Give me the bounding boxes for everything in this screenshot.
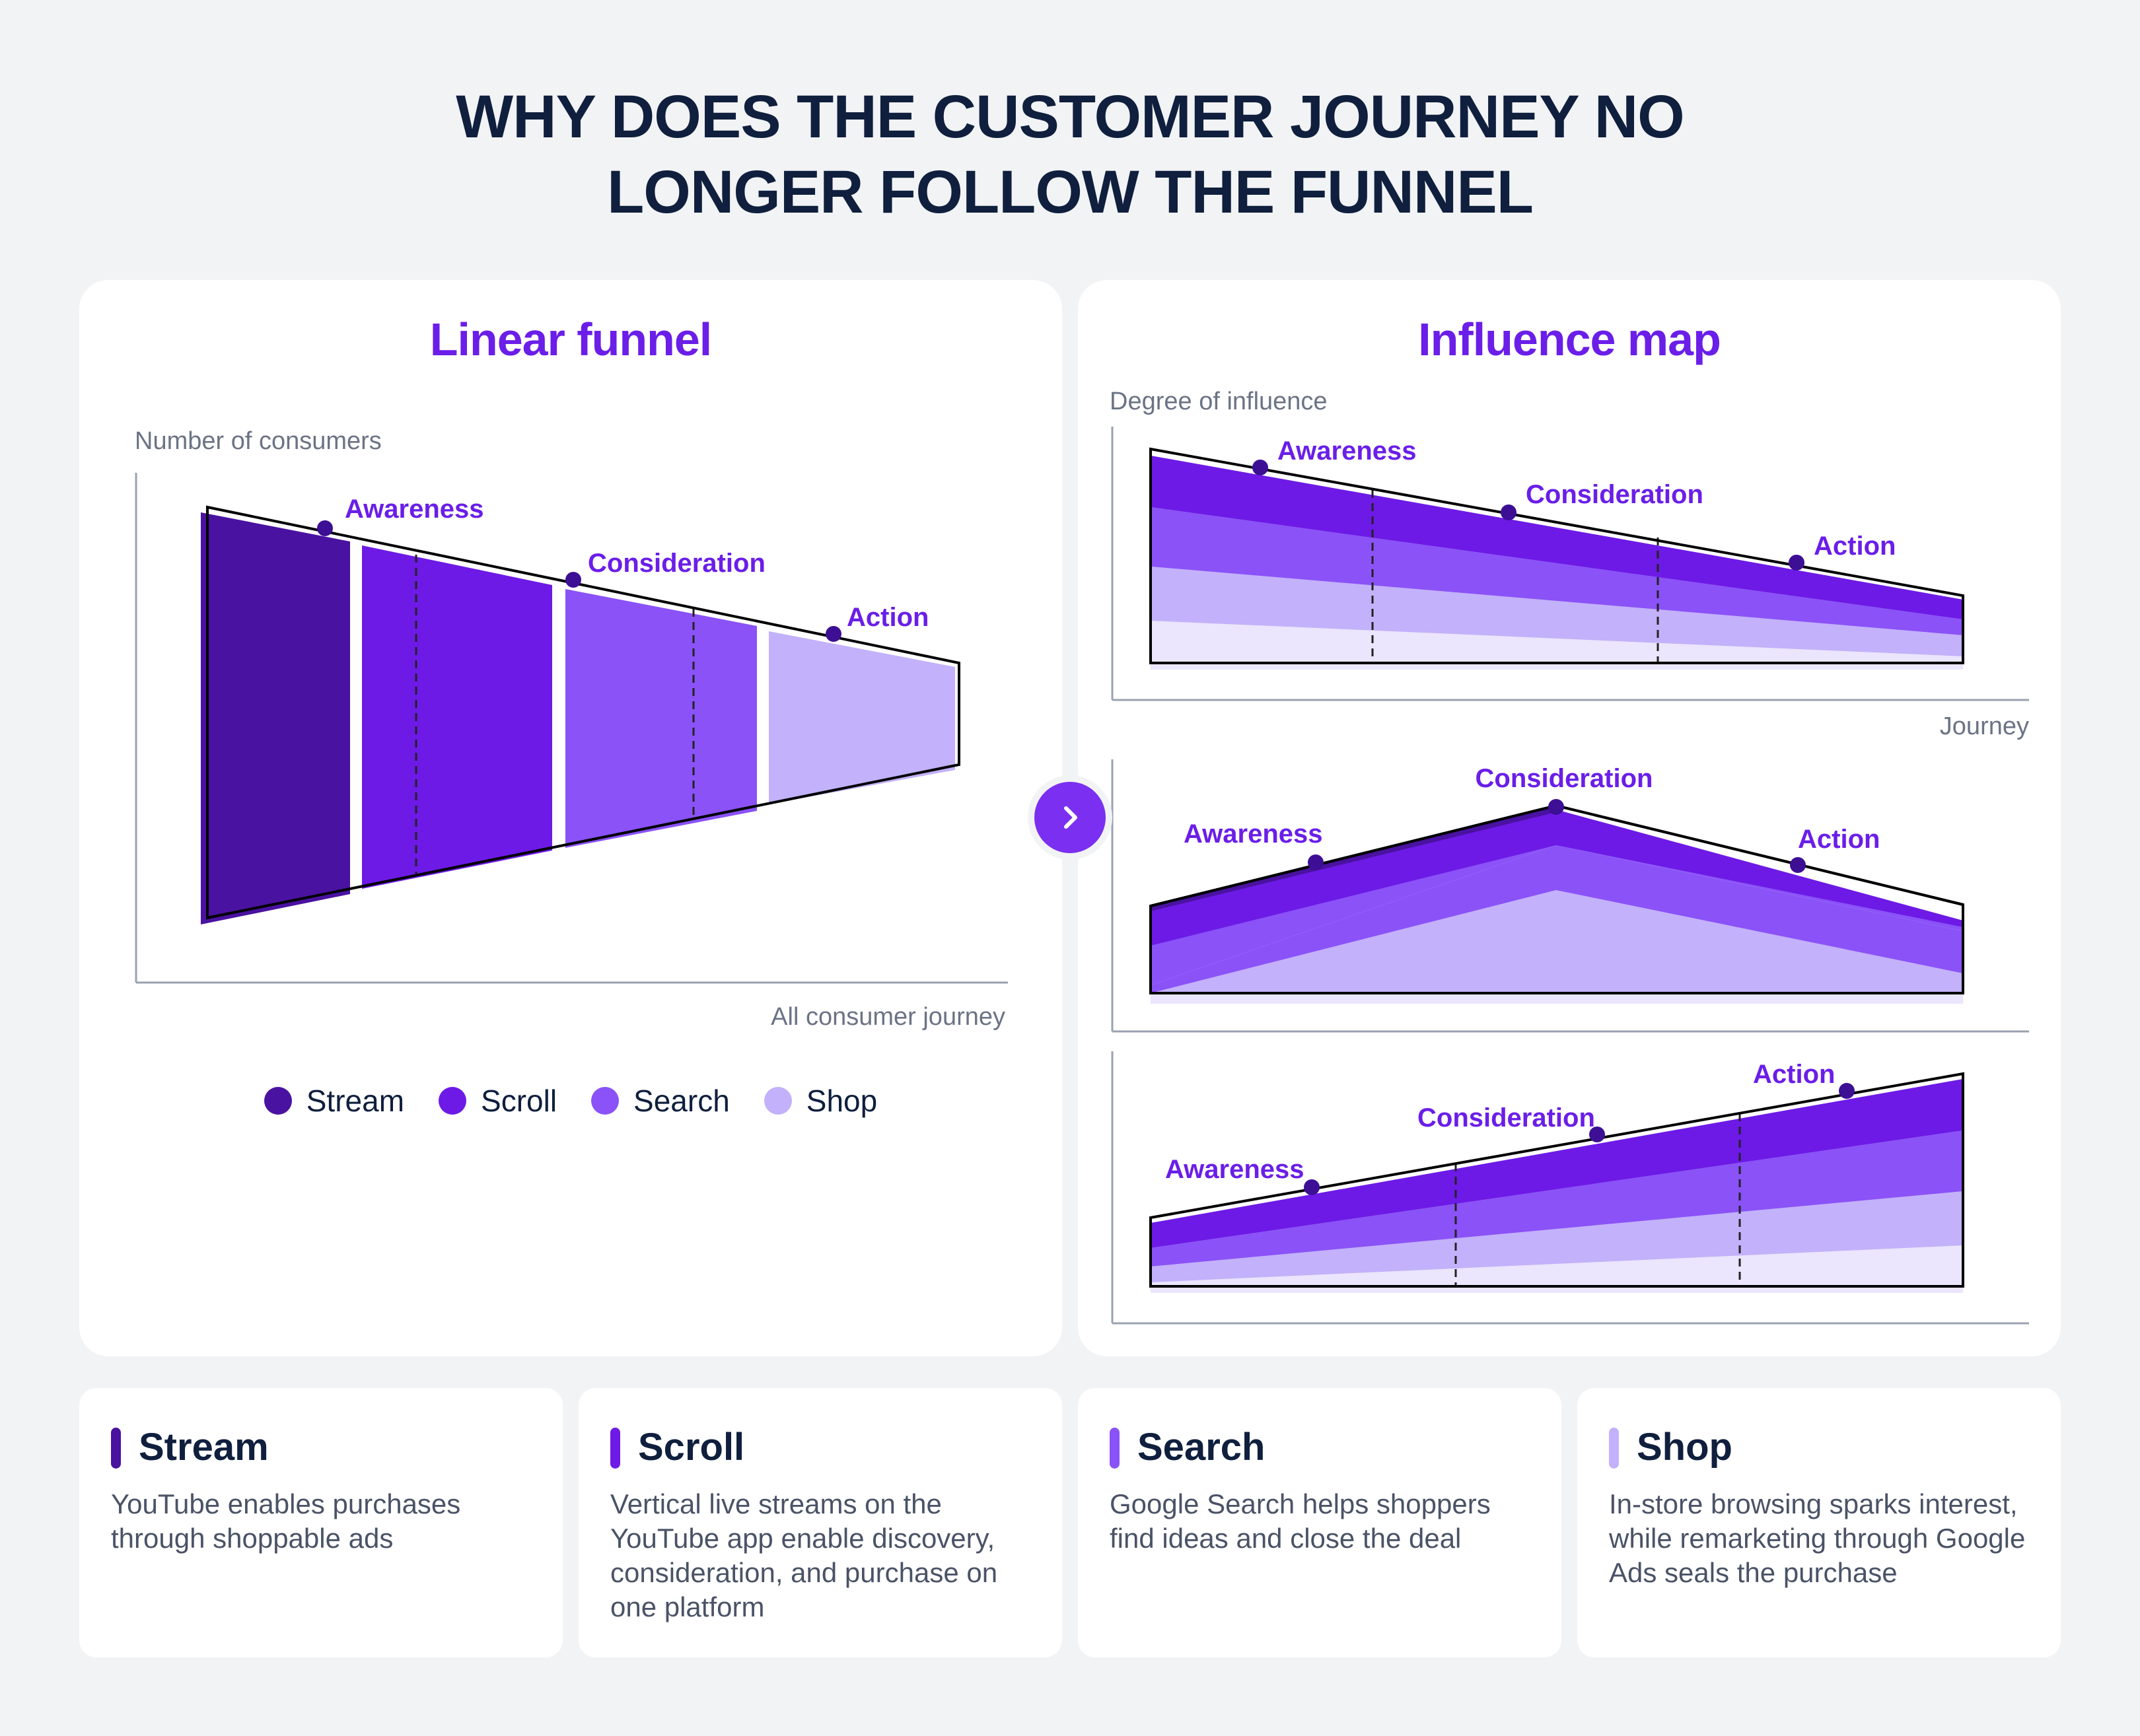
page-title: WHY DOES THE CUSTOMER JOURNEY NO LONGER … (0, 79, 2140, 230)
funnel-outline (206, 505, 960, 920)
page-title-line-1: WHY DOES THE CUSTOMER JOURNEY NO (456, 83, 1684, 151)
band-search (1151, 1130, 1963, 1267)
card-color-bar (111, 1428, 121, 1469)
stage-label-awareness: Awareness (345, 495, 484, 524)
band-search (1151, 507, 1963, 635)
stage-marker (1501, 504, 1516, 520)
chart-outline (1149, 1072, 1964, 1288)
band-shop (1151, 890, 1963, 993)
stage-label-consideration: Consideration (588, 549, 766, 578)
legend-item-scroll: Scroll (439, 1083, 557, 1119)
linear-funnel-x-axis-label: All consumer journey (771, 1003, 1005, 1031)
stage-label-consideration: Consideration (1417, 1103, 1595, 1132)
influence-map-title: Influence map (1418, 314, 1721, 365)
legend-label: Stream (306, 1084, 405, 1118)
chart-outline (1149, 447, 1964, 664)
influence-chart-increasing: Awareness Consideration Action (1111, 1051, 2029, 1325)
description-cards: Stream YouTube enables purchases through… (79, 1388, 2061, 1657)
stage-label-action: Action (1814, 532, 1896, 561)
funnel-segment-search (565, 589, 757, 848)
legend-dot (764, 1087, 792, 1115)
funnel-segment-shop (769, 631, 955, 804)
stage-label-awareness: Awareness (1165, 1155, 1304, 1184)
card-color-bar (1110, 1428, 1120, 1469)
chevron-right-icon (1064, 806, 1077, 829)
stage-label-action: Action (1753, 1060, 1835, 1089)
influence-map-y-axis-label: Degree of influence (1110, 388, 1328, 415)
card-description: Vertical live streams on the YouTube app… (610, 1488, 998, 1622)
stage-marker (1789, 555, 1804, 571)
card-scroll: Scroll Vertical live streams on the YouT… (579, 1388, 1062, 1657)
band-stream (1151, 807, 1556, 911)
legend-dot (591, 1087, 620, 1115)
stage-label-action: Action (847, 603, 929, 632)
card-title: Stream (139, 1426, 269, 1469)
card-description: Google Search helps shoppers find ideas … (1110, 1488, 1491, 1554)
stage-marker (1548, 799, 1564, 815)
chart-outline (1149, 804, 1964, 994)
stage-label-consideration: Consideration (1526, 480, 1703, 509)
stage-marker (317, 520, 333, 536)
card-color-bar (1609, 1428, 1619, 1469)
legend: Stream Scroll Search Shop (79, 1083, 1062, 1119)
stage-label-consideration: Consideration (1476, 764, 1653, 793)
stage-marker (1589, 1127, 1605, 1142)
band-search (1151, 845, 1963, 993)
influence-chart-peak: Awareness Consideration Action (1111, 759, 2029, 1033)
page-title-line-2: LONGER FOLLOW THE FUNNEL (607, 158, 1534, 226)
stage-marker (565, 572, 581, 588)
card-search: Search Google Search helps shoppers find… (1078, 1388, 1561, 1657)
funnel-segment-stream (201, 512, 350, 924)
card-title: Scroll (638, 1426, 745, 1469)
band-scroll (1151, 1079, 1963, 1248)
influence-map-diagram: Degree of influence Journey Awareness Co… (1110, 388, 2029, 1325)
stage-marker (1252, 460, 1268, 475)
card-description: YouTube enables purchases through shoppa… (111, 1488, 461, 1554)
influence-map-x-axis-label: Journey (1940, 712, 2029, 740)
card-shop: Shop In-store browsing sparks interest, … (1577, 1388, 2061, 1657)
stage-label-awareness: Awareness (1184, 819, 1323, 849)
band-scroll (1151, 456, 1963, 619)
legend-item-shop: Shop (764, 1083, 877, 1119)
band-shop-faint (1151, 1245, 1963, 1293)
band-shop-faint (1151, 621, 1963, 670)
stage-marker (1304, 1179, 1320, 1195)
card-description: In-store browsing sparks interest, while… (1609, 1488, 2026, 1588)
linear-funnel-y-axis-label: Number of consumers (135, 427, 382, 455)
legend-label: Search (633, 1084, 730, 1118)
linear-funnel-title: Linear funnel (429, 314, 712, 365)
legend-dot (439, 1087, 467, 1115)
stage-label-action: Action (1798, 825, 1880, 854)
linear-funnel-diagram: Number of consumers All consumer journey… (135, 427, 1008, 1031)
stage-marker (1790, 857, 1806, 873)
legend-label: Scroll (481, 1084, 557, 1118)
stage-label-awareness: Awareness (1277, 436, 1417, 466)
legend-item-stream: Stream (264, 1083, 404, 1119)
card-stream: Stream YouTube enables purchases through… (79, 1388, 563, 1657)
stage-marker (826, 626, 841, 642)
stage-marker (1839, 1083, 1855, 1099)
card-title: Shop (1637, 1426, 1732, 1469)
band-shop (1151, 567, 1963, 656)
funnel-segment-scroll (362, 545, 552, 889)
card-color-bar (610, 1428, 620, 1469)
next-arrow-button[interactable] (1034, 782, 1106, 853)
legend-label: Shop (806, 1084, 878, 1118)
band-shop (1151, 1191, 1963, 1282)
band-scroll (1151, 810, 1963, 946)
legend-dot (264, 1087, 292, 1115)
legend-item-search: Search (591, 1083, 730, 1119)
influence-chart-decreasing: Awareness Consideration Action (1111, 427, 2029, 701)
card-title: Search (1137, 1426, 1266, 1469)
stage-marker (1308, 854, 1324, 870)
